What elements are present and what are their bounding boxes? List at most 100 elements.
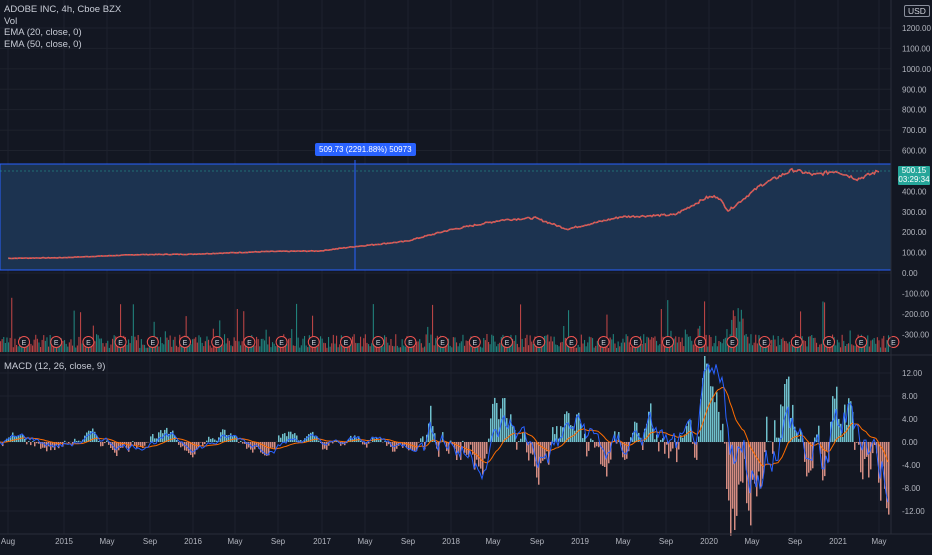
volume-bar bbox=[467, 341, 468, 352]
macd-hist-bar bbox=[462, 441, 464, 442]
volume-bar bbox=[302, 339, 303, 352]
volume-bar bbox=[461, 341, 462, 352]
volume-bar bbox=[586, 346, 587, 352]
earnings-marker-label: E bbox=[537, 340, 542, 347]
volume-bar bbox=[842, 335, 843, 352]
volume-bar bbox=[133, 304, 134, 352]
measure-range-box[interactable] bbox=[0, 164, 891, 270]
macd-hist-bar bbox=[106, 441, 108, 442]
volume-bar bbox=[398, 348, 399, 353]
currency-badge[interactable]: USD bbox=[904, 5, 930, 17]
volume-bar bbox=[624, 343, 625, 353]
volume-bar bbox=[301, 345, 302, 352]
earnings-marker-label: E bbox=[408, 340, 413, 347]
volume-bar bbox=[392, 346, 393, 352]
macd-hist-bar bbox=[748, 442, 750, 511]
legend-ema20[interactable]: EMA (20, close, 0) bbox=[4, 27, 121, 39]
macd-tick-label: -8.00 bbox=[902, 484, 921, 493]
macd-hist-bar bbox=[660, 440, 662, 442]
earnings-marker-label: E bbox=[698, 340, 703, 347]
volume-bar bbox=[130, 343, 131, 352]
volume-bar bbox=[352, 337, 353, 352]
volume-bar bbox=[848, 343, 849, 352]
macd-hist-bar bbox=[864, 442, 866, 459]
macd-hist-bar bbox=[652, 428, 654, 442]
macd-hist-bar bbox=[158, 432, 160, 442]
volume-bar bbox=[158, 347, 159, 353]
volume-bar bbox=[882, 339, 883, 353]
volume-bar bbox=[877, 337, 878, 352]
earnings-marker-label: E bbox=[279, 340, 284, 347]
volume-bar bbox=[592, 338, 593, 352]
macd-hist-bar bbox=[238, 442, 240, 443]
volume-bar bbox=[869, 347, 870, 353]
volume-bar bbox=[107, 341, 108, 352]
volume-bar bbox=[304, 336, 305, 352]
volume-bar bbox=[747, 337, 748, 352]
volume-bar bbox=[816, 343, 817, 352]
volume-bar bbox=[498, 344, 499, 352]
macd-hist-bar bbox=[692, 442, 694, 444]
macd-hist-bar bbox=[530, 442, 532, 453]
earnings-marker-label: E bbox=[311, 340, 316, 347]
volume-bar bbox=[648, 338, 649, 352]
volume-bar bbox=[611, 339, 612, 352]
volume-bar bbox=[547, 335, 548, 352]
volume-bar bbox=[339, 344, 340, 352]
macd-hist-bar bbox=[592, 440, 594, 442]
volume-bar bbox=[773, 335, 774, 352]
volume-bar bbox=[134, 337, 135, 352]
volume-bar bbox=[531, 342, 532, 352]
macd-hist-bar bbox=[292, 434, 294, 442]
volume-bar bbox=[480, 347, 481, 352]
volume-bar bbox=[451, 347, 452, 352]
macd-hist-bar bbox=[586, 442, 588, 456]
volume-bar bbox=[355, 343, 356, 352]
macd-axis[interactable]: 12.008.004.000.00-4.00-8.00-12.00 bbox=[902, 369, 925, 516]
legend-vol[interactable]: Vol bbox=[4, 16, 121, 28]
volume-bar bbox=[595, 346, 596, 352]
macd-hist-bar bbox=[778, 438, 780, 442]
volume-bar bbox=[243, 311, 244, 352]
volume-bar bbox=[6, 338, 7, 353]
macd-tick-label: 0.00 bbox=[902, 438, 918, 447]
volume-bar bbox=[432, 305, 433, 352]
earnings-marker-label: E bbox=[86, 340, 91, 347]
macd-hist-bar bbox=[150, 436, 152, 442]
macd-legend[interactable]: MACD (12, 26, close, 9) bbox=[4, 361, 105, 372]
volume-bar bbox=[450, 346, 451, 352]
volume-bar bbox=[486, 334, 487, 352]
time-tick-label: Aug bbox=[1, 537, 15, 546]
volume-bar bbox=[784, 341, 785, 352]
time-tick-label: 2019 bbox=[571, 537, 589, 546]
time-tick-label: 2018 bbox=[442, 537, 460, 546]
volume-bar bbox=[579, 347, 580, 352]
volume-bar bbox=[850, 331, 851, 353]
volume-bar bbox=[40, 347, 41, 352]
macd-hist-bar bbox=[160, 430, 162, 442]
volume-bar bbox=[810, 336, 811, 352]
volume-bar bbox=[211, 348, 212, 352]
price-tick-label: -300.00 bbox=[902, 330, 930, 339]
volume-bar bbox=[362, 346, 363, 352]
symbol-title[interactable]: ADOBE INC, 4h, Cboe BZX bbox=[4, 4, 121, 16]
last-price-value: 500.15 bbox=[898, 166, 930, 175]
volume-bar bbox=[178, 347, 179, 352]
volume-bar bbox=[686, 334, 687, 352]
volume-bar bbox=[430, 335, 431, 352]
macd-hist-bar bbox=[480, 442, 482, 469]
volume-bar bbox=[275, 346, 276, 352]
volume-bar bbox=[67, 347, 68, 352]
macd-hist-bar bbox=[710, 386, 712, 442]
time-tick-label: Sep bbox=[401, 537, 416, 546]
legend-ema50[interactable]: EMA (50, close, 0) bbox=[4, 39, 121, 51]
macd-hist-bar bbox=[134, 442, 136, 445]
volume-bar bbox=[192, 339, 193, 352]
measure-label[interactable]: 509.73 (2291.88%) 50973 bbox=[315, 143, 416, 156]
volume-bar bbox=[45, 341, 46, 352]
volume-bar bbox=[872, 340, 873, 352]
